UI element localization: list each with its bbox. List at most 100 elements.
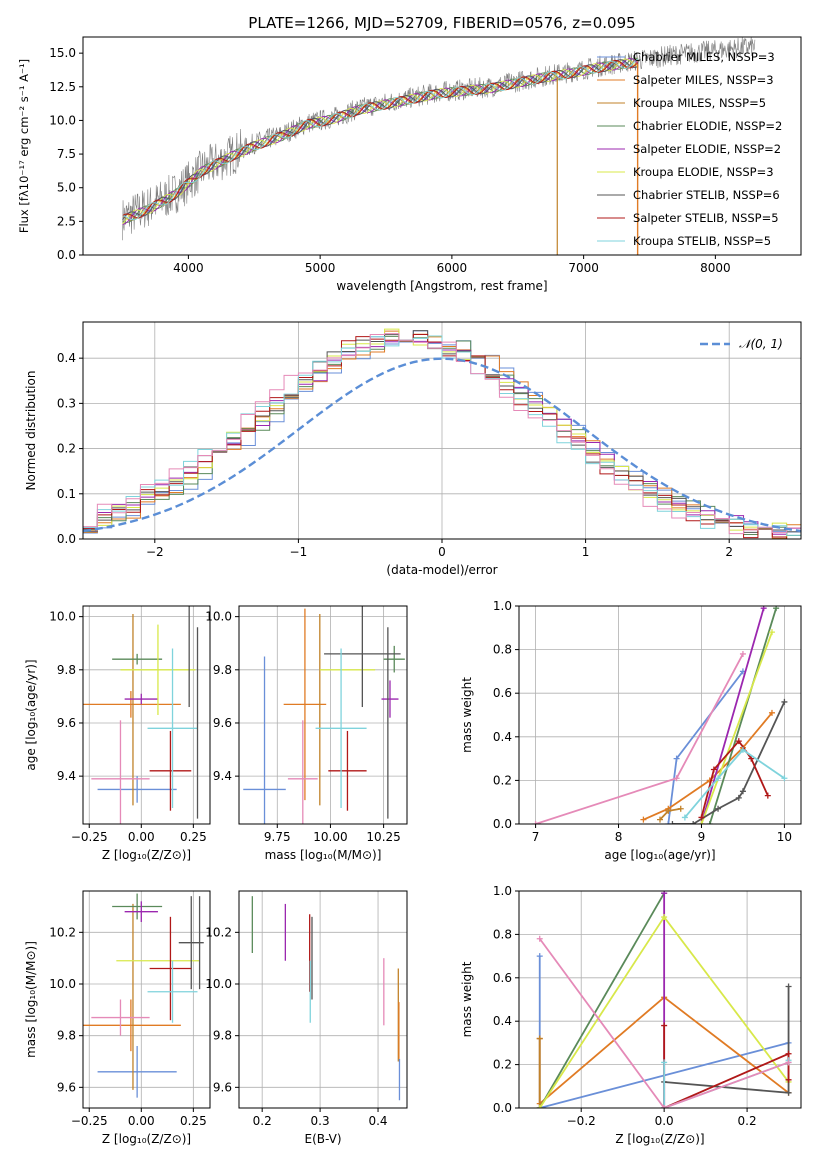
y-tick-label: 9.8 [57,1029,76,1043]
errorbar-point [120,624,196,715]
marker-point [640,816,647,823]
y-tick-label: 0.0 [57,248,76,262]
legend-label: Chabrier MILES, NSSP=3 [633,50,775,64]
legend-label: 𝒩(0, 1) [739,337,783,351]
legend-label: Salpeter ELODIE, NSSP=2 [633,142,781,156]
y-tick-label: 0.0 [57,532,76,546]
marker-point [785,1076,792,1083]
axes-frame [238,890,408,1109]
errorbar-point [283,608,327,801]
x-tick-label: 7 [532,830,540,844]
errorbar-point [91,720,150,824]
x-tick-label: 5000 [305,261,336,275]
marker-point [781,775,788,782]
x-tick-label: −1 [290,545,308,559]
legend-label: Salpeter STELIB, NSSP=5 [633,211,779,225]
x-tick-label: 10.25 [366,830,400,844]
marker-point [661,914,668,921]
y-tick-label: 15.0 [49,46,76,60]
x-axis-label: E(B-V) [304,1132,341,1146]
series-line [539,938,789,1108]
x-tick-label: 0.2 [253,1114,272,1128]
axes-frame [238,605,408,825]
axes-frame [82,605,211,825]
y-tick-label: 9.6 [213,716,232,730]
y-tick-label: 5.0 [57,181,76,195]
x-tick-label: 0.00 [128,830,155,844]
y-tick-label: 10.0 [49,977,76,991]
legend-label: Chabrier STELIB, NSSP=6 [633,188,780,202]
y-tick-label: 0.4 [57,351,76,365]
weight_vs_age-panel: 7 8 9 10 0.0 0.2 0.4 0.6 0.8 1.0 age [log₁₀(age/yr… [460,599,802,862]
marker-point [673,755,680,762]
y-axis-label: mass [log₁₀(M/M⊙)] [24,941,38,1058]
marker-point [661,1022,668,1029]
x-tick-label: 4000 [173,261,204,275]
marker-point [536,953,543,960]
model-spectrum-line [122,58,639,225]
x-tick-label: 0.25 [180,1114,207,1128]
marker-point [698,814,705,821]
marker-point [657,816,663,823]
age_vs_Z-panel: −0.25 0.00 0.25 9.4 9.6 9.8 10.0 Z [log₁₀(Z/Z⊙)… [24,605,211,862]
model-spectrum-line [122,59,639,220]
series-line [538,956,789,1108]
y-tick-label: 0.2 [493,1058,512,1072]
y-tick-label: 10.2 [205,925,232,939]
y-tick-label: 9.4 [57,769,76,783]
marker-point [661,1105,668,1108]
y-tick-label: 0.6 [493,686,512,700]
x-tick-label: 8000 [700,261,731,275]
x-axis-label: Z [log₁₀(Z/Z⊙)] [615,1132,704,1146]
y-tick-label: 9.6 [213,1080,232,1094]
y-tick-label: 0.4 [493,1014,512,1028]
series-line [708,607,777,824]
axes-frame [82,36,802,256]
x-tick-label: 8 [615,830,623,844]
spectrum-plot-area [122,37,756,255]
errorbar-point [287,720,318,824]
x-tick-label: 1 [582,545,590,559]
panels: 4000 5000 6000 7000 80000.02.55.07.510.012.5… [17,36,802,1146]
errorbar-point [383,645,405,673]
y-tick-label: 10.0 [205,977,232,991]
marker-point [690,821,697,824]
errorbar-point [147,648,198,809]
residuals-panel: −2 −1 0 1 2 0.0 0.1 0.2 0.3 0.4 (data-model)/error… [24,321,802,577]
legend: 𝒩(0, 1) [700,337,783,351]
x-tick-label: 9.75 [264,830,291,844]
model-spectrum-line [122,59,639,219]
y-tick-label: 7.5 [57,147,76,161]
legend-label: Salpeter MILES, NSSP=3 [633,73,774,87]
marker-point [669,821,676,824]
x-tick-label: 0.3 [311,1114,330,1128]
marker-point [715,775,722,782]
marker-point [536,1105,543,1108]
y-tick-label: 10.0 [205,610,232,624]
legend-label: Kroupa MILES, NSSP=5 [633,96,766,110]
series-line [672,701,786,824]
y-tick-label: 12.5 [49,80,76,94]
marker-point [661,1059,668,1066]
axes-frame [518,890,802,1109]
series-line [700,607,765,824]
marker-point [673,775,680,782]
y-axis-label: age [log₁₀(age/yr)] [24,659,38,770]
marker-point [735,794,742,801]
marker-point [665,807,672,814]
y-tick-label: 9.4 [213,769,232,783]
x-tick-label: −2 [146,545,164,559]
y-tick-label: 0.4 [493,730,512,744]
marker-point [532,821,539,824]
y-tick-label: 9.8 [57,663,76,677]
y-tick-label: 0.8 [493,643,512,657]
marker-point [739,746,746,753]
y-tick-label: 0.6 [493,971,512,985]
y-tick-label: 0.3 [57,396,76,410]
y-tick-label: 0.2 [493,773,512,787]
age_vs_Z-plot-area [83,606,199,824]
marker-point [785,1059,792,1066]
errorbar-point [83,999,181,1052]
x-tick-label: 9 [698,830,706,844]
x-tick-label: 0.25 [180,830,207,844]
